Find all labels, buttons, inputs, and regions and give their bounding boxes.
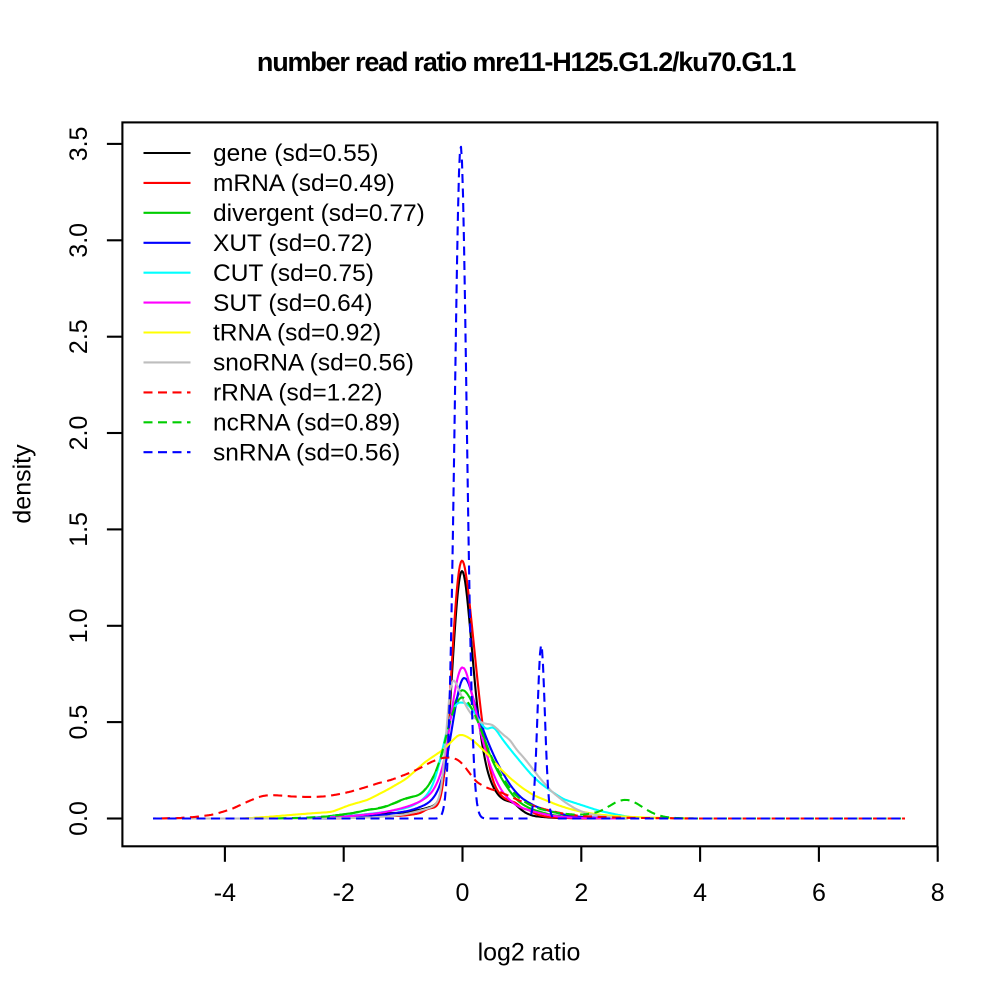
svg-text:1.0: 1.0 [65, 608, 93, 643]
svg-text:0.0: 0.0 [65, 801, 93, 836]
svg-text:2.5: 2.5 [65, 319, 93, 354]
svg-text:tRNA (sd=0.92): tRNA (sd=0.92) [213, 320, 381, 347]
svg-text:CUT (sd=0.75): CUT (sd=0.75) [213, 260, 374, 287]
svg-text:4: 4 [693, 879, 707, 907]
svg-text:rRNA (sd=1.22): rRNA (sd=1.22) [213, 380, 383, 407]
svg-text:8: 8 [931, 879, 945, 907]
svg-text:1.5: 1.5 [65, 512, 93, 547]
svg-text:log2 ratio: log2 ratio [478, 939, 581, 967]
svg-text:snoRNA (sd=0.56): snoRNA (sd=0.56) [213, 350, 414, 377]
svg-text:gene (sd=0.55): gene (sd=0.55) [213, 140, 379, 167]
svg-text:number read ratio mre11-H125.G: number read ratio mre11-H125.G1.2/ku70.G… [257, 47, 796, 77]
svg-text:snRNA (sd=0.56): snRNA (sd=0.56) [213, 439, 400, 466]
svg-text:6: 6 [812, 879, 826, 907]
svg-text:XUT (sd=0.72): XUT (sd=0.72) [213, 230, 373, 257]
svg-text:-2: -2 [333, 879, 355, 907]
svg-text:SUT (sd=0.64): SUT (sd=0.64) [213, 290, 373, 317]
svg-text:0.5: 0.5 [65, 705, 93, 740]
svg-text:divergent (sd=0.77): divergent (sd=0.77) [213, 200, 425, 227]
svg-text:ncRNA (sd=0.89): ncRNA (sd=0.89) [213, 410, 400, 437]
svg-text:density: density [9, 444, 37, 524]
svg-text:3.0: 3.0 [65, 223, 93, 258]
svg-text:-4: -4 [214, 879, 236, 907]
svg-text:mRNA (sd=0.49): mRNA (sd=0.49) [213, 170, 395, 197]
svg-text:2.0: 2.0 [65, 416, 93, 451]
svg-text:2: 2 [574, 879, 588, 907]
svg-text:3.5: 3.5 [65, 127, 93, 162]
svg-text:0: 0 [456, 879, 470, 907]
